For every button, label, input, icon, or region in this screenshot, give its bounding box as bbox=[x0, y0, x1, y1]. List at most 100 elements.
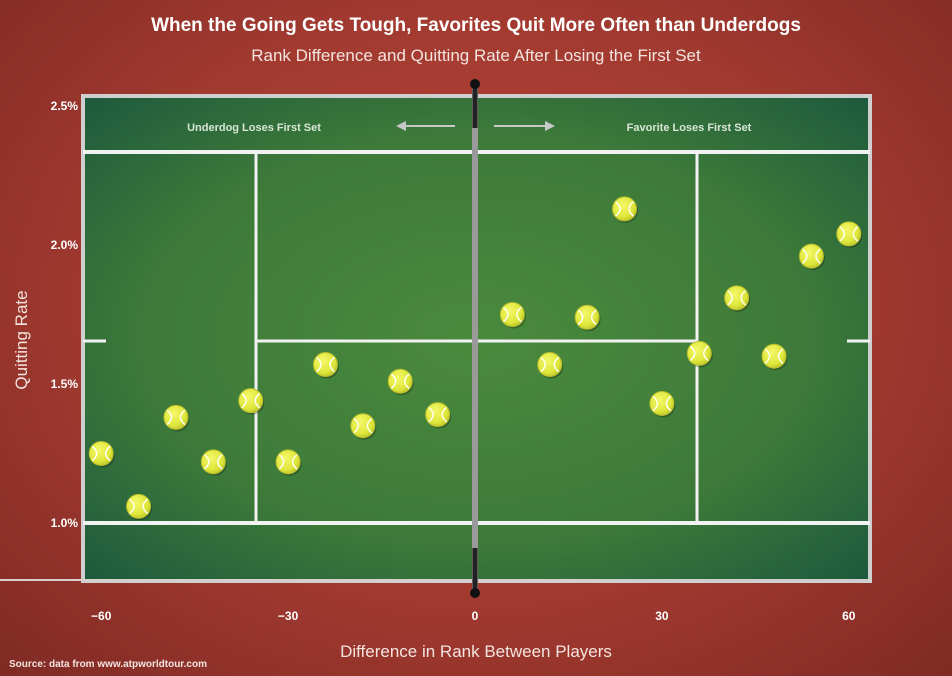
ball-seam bbox=[203, 454, 210, 470]
data-point bbox=[649, 390, 676, 418]
ball-seam bbox=[428, 406, 434, 423]
ball-seam bbox=[628, 201, 634, 217]
tennis-ball bbox=[200, 449, 226, 475]
ball-seam bbox=[502, 306, 509, 323]
ball-seam bbox=[740, 290, 747, 306]
data-points bbox=[88, 196, 863, 521]
y-tick-label: 1.0% bbox=[51, 516, 79, 530]
data-point bbox=[238, 388, 265, 415]
data-point bbox=[686, 340, 713, 368]
ball-seam bbox=[764, 348, 771, 364]
ball-seam bbox=[615, 201, 621, 217]
x-tick-label: 60 bbox=[842, 609, 856, 623]
net-post-cap bbox=[470, 79, 480, 89]
ball-seam bbox=[577, 309, 584, 326]
tennis-ball bbox=[163, 404, 189, 430]
chart-title: When the Going Gets Tough, Favorites Qui… bbox=[151, 15, 801, 36]
ball-seam bbox=[217, 454, 223, 470]
tennis-ball bbox=[350, 413, 376, 439]
ball-seam bbox=[777, 348, 784, 364]
ball-seam bbox=[142, 498, 149, 515]
ball-seam bbox=[540, 356, 546, 373]
ball-seam bbox=[590, 309, 597, 326]
data-point bbox=[312, 352, 339, 379]
tennis-ball bbox=[537, 352, 563, 378]
ball-seam bbox=[329, 356, 335, 373]
tennis-ball bbox=[724, 285, 750, 311]
ball-seam bbox=[316, 356, 322, 373]
tennis-ball bbox=[686, 340, 712, 366]
data-point bbox=[612, 196, 639, 223]
ball-seam bbox=[291, 454, 298, 470]
ball-seam bbox=[665, 395, 672, 412]
tennis-ball bbox=[387, 368, 413, 394]
tennis-ball bbox=[761, 343, 787, 369]
data-point bbox=[724, 285, 751, 312]
ball-seam bbox=[390, 373, 397, 389]
data-point bbox=[350, 413, 377, 440]
ball-seam bbox=[703, 345, 709, 362]
ball-seam bbox=[553, 356, 560, 373]
ball-seam bbox=[441, 406, 448, 423]
tennis-ball bbox=[649, 390, 675, 416]
y-tick-label: 2.0% bbox=[51, 238, 79, 252]
ball-seam bbox=[166, 409, 173, 426]
ball-seam bbox=[105, 445, 111, 462]
ball-seam bbox=[241, 392, 247, 409]
tennis-ball bbox=[275, 449, 301, 475]
data-point bbox=[761, 343, 788, 371]
x-tick-label: −60 bbox=[91, 609, 112, 623]
data-point bbox=[200, 449, 227, 476]
data-point bbox=[387, 368, 414, 396]
data-point bbox=[499, 302, 526, 329]
data-point bbox=[537, 352, 564, 379]
source-note: Source: data from www.atpworldtour.com bbox=[9, 659, 207, 670]
x-tick-label: 0 bbox=[472, 609, 479, 623]
y-tick-label: 1.5% bbox=[51, 377, 79, 391]
data-point bbox=[163, 404, 190, 432]
ball-seam bbox=[353, 417, 360, 434]
tennis-ball bbox=[238, 388, 264, 414]
ball-seam bbox=[91, 445, 98, 462]
annotation-left: Underdog Loses First Set bbox=[187, 122, 321, 134]
net-post-cap bbox=[470, 588, 480, 598]
data-point bbox=[425, 402, 452, 429]
ball-seam bbox=[839, 226, 845, 242]
annotation-right: Favorite Loses First Set bbox=[627, 122, 752, 134]
ball-seam bbox=[129, 498, 135, 515]
tennis-ball bbox=[836, 221, 862, 247]
data-point bbox=[126, 493, 153, 521]
data-point bbox=[275, 449, 302, 476]
tennis-ball bbox=[499, 302, 525, 327]
y-tick-label: 2.5% bbox=[51, 99, 79, 113]
arrow-right-head bbox=[545, 121, 555, 131]
x-tick-label: −30 bbox=[278, 609, 299, 623]
data-point bbox=[574, 304, 601, 332]
ball-seam bbox=[801, 248, 808, 264]
ball-seam bbox=[366, 417, 373, 434]
data-point bbox=[836, 221, 863, 248]
arrow-left-head bbox=[396, 121, 406, 131]
x-tick-label: 30 bbox=[655, 609, 669, 623]
tennis-ball bbox=[612, 196, 638, 222]
tennis-court: Underdog Loses First Set Favorite Loses F… bbox=[0, 79, 872, 598]
ball-seam bbox=[254, 392, 261, 409]
ball-seam bbox=[179, 409, 186, 426]
x-axis-label: Difference in Rank Between Players bbox=[340, 642, 612, 661]
tennis-ball bbox=[574, 304, 600, 330]
tennis-ball bbox=[425, 402, 451, 428]
chart-subtitle: Rank Difference and Quitting Rate After … bbox=[251, 46, 701, 65]
tennis-ball bbox=[798, 243, 824, 269]
tennis-ball bbox=[312, 352, 338, 378]
tennis-ball bbox=[88, 441, 114, 466]
ball-seam bbox=[727, 290, 733, 306]
ball-seam bbox=[404, 373, 410, 389]
data-point bbox=[798, 243, 825, 271]
axis-ticks: 1.0% 1.5% 2.0% 2.5% −60 −30 0 30 60 bbox=[51, 99, 856, 623]
tennis-ball bbox=[126, 493, 152, 519]
ball-seam bbox=[516, 306, 522, 323]
ball-seam bbox=[652, 395, 659, 412]
ball-seam bbox=[278, 454, 285, 470]
ball-seam bbox=[852, 226, 859, 242]
